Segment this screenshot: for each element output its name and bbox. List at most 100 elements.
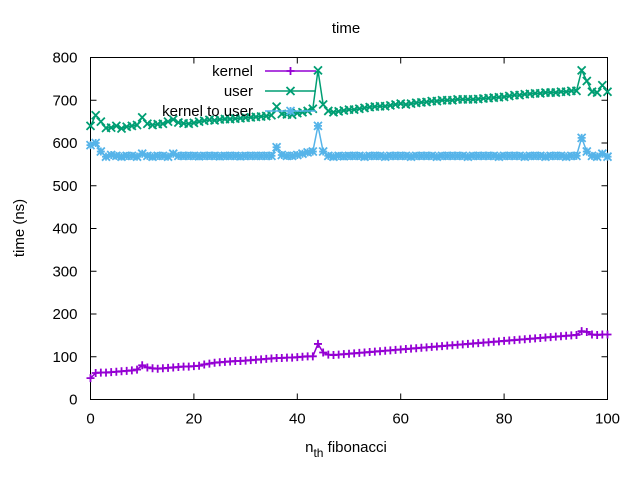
data-point-kernel-to-user bbox=[370, 151, 380, 161]
data-point-kernel-to-user bbox=[184, 151, 194, 161]
data-point-kernel-to-user bbox=[91, 138, 101, 148]
data-point-kernel-to-user bbox=[240, 151, 251, 161]
data-point-user bbox=[106, 122, 116, 133]
data-point-kernel-to-user bbox=[142, 151, 153, 161]
data-point-kernel bbox=[138, 361, 147, 370]
data-point-user bbox=[313, 65, 323, 75]
data-point-kernel-to-user bbox=[416, 151, 427, 161]
data-point-kernel-to-user bbox=[153, 151, 163, 161]
data-point-kernel-to-user bbox=[318, 146, 328, 157]
data-point-user bbox=[266, 110, 277, 120]
data-point-kernel-to-user bbox=[520, 152, 530, 162]
data-point-kernel-to-user bbox=[390, 151, 401, 161]
data-point-kernel-to-user bbox=[194, 151, 204, 161]
data-point-kernel-to-user bbox=[297, 149, 308, 159]
data-point-kernel-to-user bbox=[437, 151, 447, 161]
data-point-kernel bbox=[195, 361, 204, 370]
data-point-kernel-to-user bbox=[122, 151, 132, 161]
series-kernel bbox=[86, 327, 612, 383]
data-point-kernel-to-user bbox=[592, 152, 602, 162]
data-point-kernel-to-user bbox=[266, 151, 277, 161]
data-point-user bbox=[111, 121, 121, 131]
data-point-user bbox=[592, 87, 602, 98]
data-point-user bbox=[577, 65, 587, 75]
series-kernel-to-user bbox=[85, 121, 613, 162]
data-point-kernel bbox=[582, 327, 591, 336]
data-point-kernel-to-user bbox=[561, 152, 571, 162]
data-point-kernel-to-user bbox=[116, 152, 127, 162]
data-point-kernel-to-user bbox=[380, 152, 390, 162]
data-point-kernel-to-user bbox=[178, 151, 189, 161]
data-point-kernel-to-user bbox=[401, 151, 411, 161]
data-point-kernel-to-user bbox=[406, 152, 416, 162]
data-point-kernel-to-user bbox=[235, 151, 246, 161]
y-tick-label: 200 bbox=[52, 306, 77, 323]
data-point-kernel-to-user bbox=[168, 149, 178, 159]
data-point-kernel-to-user bbox=[282, 151, 292, 161]
data-point-kernel-to-user bbox=[535, 151, 545, 161]
data-point-kernel-to-user bbox=[209, 151, 220, 161]
data-point-kernel-to-user bbox=[494, 152, 504, 162]
data-point-user bbox=[602, 87, 613, 97]
data-point-kernel-to-user bbox=[271, 142, 282, 152]
data-point-kernel-to-user bbox=[582, 146, 592, 157]
y-tick-label: 400 bbox=[52, 221, 77, 238]
data-point-kernel-to-user bbox=[442, 151, 452, 161]
data-point-kernel-to-user bbox=[256, 151, 266, 161]
data-point-kernel-to-user bbox=[432, 152, 442, 162]
data-point-kernel bbox=[603, 330, 612, 339]
data-point-kernel-to-user bbox=[303, 147, 313, 158]
data-point-kernel-to-user bbox=[220, 151, 230, 161]
data-point-kernel-to-user bbox=[509, 151, 520, 161]
data-point-user bbox=[582, 76, 592, 86]
data-point-kernel bbox=[308, 352, 317, 361]
data-point-kernel-to-user bbox=[452, 151, 463, 161]
x-tick-label: 0 bbox=[86, 411, 94, 428]
data-point-kernel-to-user bbox=[313, 121, 323, 131]
x-axis-label-sub: th bbox=[313, 446, 323, 460]
data-point-kernel-to-user bbox=[468, 151, 478, 161]
legend-label-kernel-to-user: kernel to user bbox=[162, 103, 253, 120]
data-point-kernel-to-user bbox=[308, 146, 318, 157]
data-point-kernel-to-user bbox=[365, 151, 375, 161]
data-point-kernel-to-user bbox=[287, 151, 297, 161]
data-point-kernel-to-user bbox=[551, 151, 561, 161]
data-point-kernel-to-user bbox=[328, 152, 339, 162]
data-point-kernel bbox=[572, 330, 581, 339]
x-axis-label: nth fibonacci bbox=[305, 439, 387, 460]
data-point-kernel-to-user bbox=[483, 151, 494, 161]
y-tick-label: 800 bbox=[52, 50, 77, 67]
data-point-kernel-to-user bbox=[349, 151, 359, 161]
data-point-kernel-to-user bbox=[525, 151, 535, 161]
data-point-kernel-to-user bbox=[577, 133, 587, 143]
series-layer bbox=[85, 65, 613, 383]
data-point-kernel bbox=[313, 339, 322, 348]
data-point-kernel-to-user bbox=[514, 151, 525, 161]
data-point-kernel-to-user bbox=[251, 151, 261, 161]
data-point-kernel-to-user bbox=[463, 152, 473, 162]
series-user bbox=[85, 65, 613, 134]
data-point-kernel-to-user bbox=[215, 151, 225, 161]
data-point-kernel bbox=[133, 365, 142, 374]
data-point-kernel-to-user bbox=[204, 151, 215, 161]
data-point-kernel-to-user bbox=[344, 151, 354, 161]
data-point-kernel-to-user bbox=[339, 151, 349, 161]
data-point-user bbox=[271, 102, 282, 112]
x-tick-label: 20 bbox=[186, 411, 203, 428]
data-point-user bbox=[163, 116, 173, 127]
data-point-user bbox=[571, 86, 582, 96]
y-tick-label: 0 bbox=[69, 392, 77, 409]
data-point-user bbox=[168, 114, 178, 125]
data-point-kernel-to-user bbox=[411, 151, 421, 161]
x-tick-label: 40 bbox=[289, 411, 306, 428]
data-point-user bbox=[116, 123, 127, 134]
x-tick-label: 100 bbox=[595, 411, 620, 428]
data-point-kernel-to-user bbox=[96, 146, 106, 157]
data-point-kernel-to-user bbox=[101, 152, 111, 162]
legend-marker-kernel bbox=[286, 67, 295, 75]
data-point-kernel-to-user bbox=[173, 151, 184, 161]
y-tick-label: 500 bbox=[52, 178, 77, 195]
data-point-kernel-to-user bbox=[447, 151, 458, 161]
data-point-kernel-to-user bbox=[225, 151, 235, 161]
